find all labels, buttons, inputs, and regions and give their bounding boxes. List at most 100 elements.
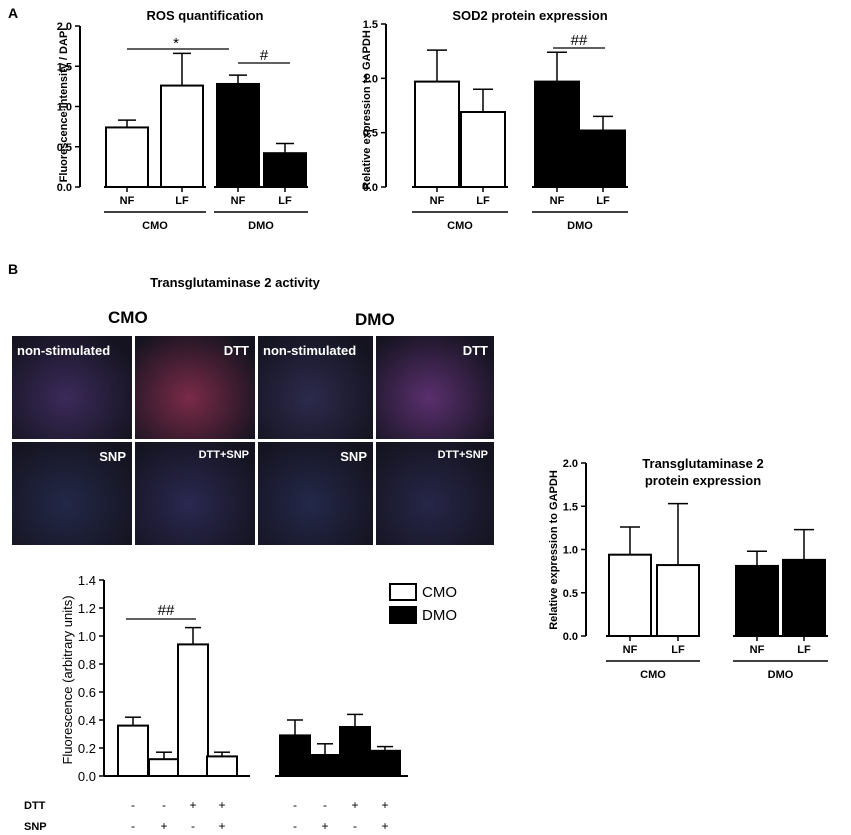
x-category-label: NF	[550, 195, 565, 207]
y-tick-label: 0.4	[78, 713, 96, 728]
bar	[735, 564, 779, 637]
treatment-dtt-sign: +	[351, 798, 358, 812]
ros-y-axis-label: Fluorescence intensity / DAPI	[58, 28, 70, 183]
group-label: DMO	[567, 220, 593, 232]
treatment-snp-sign: +	[321, 819, 328, 833]
micrograph-tile: DTT	[135, 336, 255, 439]
significance-marker: ##	[571, 32, 588, 49]
micro-group-label-cmo: CMO	[108, 308, 148, 327]
treatment-dtt-sign: -	[162, 798, 166, 812]
group-label: DMO	[768, 669, 794, 681]
micrograph-tile: DTT+SNP	[376, 442, 494, 545]
micrograph-label: non-stimulated	[17, 343, 111, 358]
micrograph-label: non-stimulated	[263, 343, 357, 358]
micrograph-tile: non-stimulated	[258, 336, 373, 439]
group-label: CMO	[640, 669, 666, 681]
legend-swatch-cmo	[389, 583, 417, 601]
bar	[105, 126, 149, 188]
treatment-snp-sign: -	[293, 819, 297, 833]
significance-marker: *	[173, 35, 179, 52]
y-tick-label: 1.4	[78, 573, 96, 588]
group-label: DMO	[248, 220, 274, 232]
bar	[263, 152, 307, 189]
bar	[160, 84, 204, 188]
bar	[369, 749, 401, 777]
fluorescence-chart: Fluorescence (arbitrary units) CMO DMO D…	[24, 573, 457, 833]
sod2-chart: SOD2 protein expression Relative express…	[361, 8, 628, 232]
micrograph-label: DTT+SNP	[198, 449, 249, 461]
bar	[580, 129, 626, 188]
legend-label-dmo: DMO	[422, 607, 457, 624]
micrograph-tile: SNP	[12, 442, 132, 545]
y-tick-label: 0.6	[78, 685, 96, 700]
micrograph-tile: DTT+SNP	[135, 442, 255, 545]
bar	[309, 754, 341, 777]
treatment-label-dtt: DTT	[24, 800, 46, 812]
group-label: CMO	[142, 220, 168, 232]
tg2-title-line-1: Transglutaminase 2	[642, 456, 763, 471]
x-category-label: LF	[797, 644, 811, 656]
sod2-y-axis-label: Relative expression to GAPDH	[361, 30, 373, 190]
x-category-label: NF	[750, 644, 765, 656]
y-tick-label: 1.5	[363, 19, 378, 31]
micrograph-label: SNP	[340, 449, 367, 464]
treatment-dtt-sign: +	[381, 798, 388, 812]
bar	[148, 758, 180, 778]
ros-chart: ROS quantification Fluorescence intensit…	[57, 8, 308, 232]
y-tick-label: 1.0	[57, 102, 72, 114]
x-category-label: LF	[671, 644, 685, 656]
y-tick-label: 2.0	[563, 458, 578, 470]
treatment-snp-sign: +	[218, 819, 225, 833]
bar	[216, 82, 260, 188]
y-tick-label: 0.2	[78, 741, 96, 756]
significance-marker: #	[260, 47, 269, 64]
y-tick-label: 1.5	[563, 501, 578, 513]
significance-marker: ##	[158, 602, 175, 619]
treatment-dtt-sign: +	[218, 798, 225, 812]
micrograph-label: DTT+SNP	[437, 449, 488, 461]
x-category-label: LF	[278, 195, 292, 207]
treatment-dtt-sign: -	[323, 798, 327, 812]
micrograph-label: DTT	[223, 343, 249, 358]
y-tick-label: 0.0	[57, 182, 72, 194]
bar	[608, 553, 652, 637]
treatment-dtt-sign: -	[293, 798, 297, 812]
y-tick-label: 0.0	[78, 769, 96, 784]
y-tick-label: 0.5	[363, 128, 378, 140]
treatment-label-snp: SNP	[24, 821, 47, 833]
treatment-snp-sign: -	[191, 819, 195, 833]
x-category-label: LF	[476, 195, 490, 207]
tg2-title-line-2: protein expression	[645, 473, 761, 488]
bar	[177, 643, 209, 778]
micrograph-label: DTT	[462, 343, 488, 358]
ros-chart-title: ROS quantification	[147, 8, 264, 23]
bar	[117, 724, 149, 777]
x-category-label: NF	[231, 195, 246, 207]
x-category-label: NF	[623, 644, 638, 656]
treatment-snp-sign: +	[381, 819, 388, 833]
treatment-snp-sign: +	[160, 819, 167, 833]
legend-swatch-dmo	[389, 606, 417, 624]
y-tick-label: 1.0	[363, 73, 378, 85]
fluo-y-axis-label: Fluorescence (arbitrary units)	[60, 595, 75, 764]
micrograph-label: SNP	[99, 449, 126, 464]
x-category-label: NF	[430, 195, 445, 207]
y-tick-label: 1.0	[78, 629, 96, 644]
y-tick-label: 0.5	[563, 588, 578, 600]
x-category-label: LF	[175, 195, 189, 207]
y-tick-label: 0.8	[78, 657, 96, 672]
bar	[782, 558, 826, 638]
legend-label-cmo: CMO	[422, 584, 457, 601]
x-category-label: NF	[120, 195, 135, 207]
treatment-snp-sign: -	[131, 819, 135, 833]
bar	[460, 111, 506, 188]
y-tick-label: 0.0	[363, 182, 378, 194]
bar	[206, 755, 238, 778]
treatment-snp-sign: -	[353, 819, 357, 833]
treatment-dtt-sign: -	[131, 798, 135, 812]
section-b-title: Transglutaminase 2 activity	[150, 275, 321, 290]
bar	[534, 80, 580, 188]
x-category-label: LF	[596, 195, 610, 207]
y-tick-label: 0.0	[563, 631, 578, 643]
